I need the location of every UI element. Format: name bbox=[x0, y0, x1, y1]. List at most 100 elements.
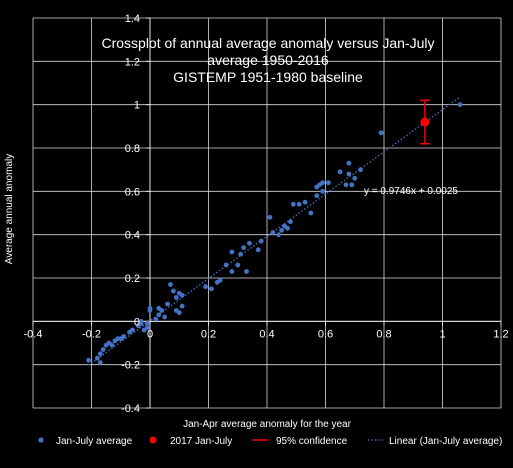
legend-item-jan-july-average: Jan-July average bbox=[38, 436, 133, 447]
y-tick-label: 0.8 bbox=[125, 143, 140, 155]
data-point bbox=[179, 292, 185, 298]
data-point bbox=[378, 130, 384, 136]
data-point bbox=[217, 277, 223, 283]
y-tick-label: 0.6 bbox=[125, 186, 140, 198]
data-point bbox=[343, 182, 349, 188]
data-point bbox=[86, 357, 91, 363]
data-point bbox=[171, 288, 176, 294]
data-point bbox=[130, 327, 135, 333]
data-point bbox=[346, 171, 352, 177]
chart-title-line-1: Crossplot of annual average anomaly vers… bbox=[101, 35, 434, 51]
data-point bbox=[349, 182, 355, 188]
highlight-layer bbox=[419, 99, 430, 145]
data-point bbox=[288, 219, 293, 225]
data-point bbox=[270, 230, 276, 235]
data-point bbox=[320, 180, 325, 186]
x-tick-label: 0 bbox=[147, 328, 153, 340]
data-point bbox=[97, 360, 103, 365]
data-point bbox=[247, 240, 252, 246]
y-tick-label: -0.2 bbox=[121, 360, 140, 372]
data-point bbox=[279, 227, 285, 233]
data-point bbox=[358, 167, 363, 173]
data-point bbox=[290, 201, 296, 207]
data-point bbox=[352, 175, 358, 181]
data-point bbox=[138, 321, 144, 326]
chart-title-line-2: average 1950-2016 bbox=[207, 52, 329, 68]
data-point bbox=[337, 169, 343, 175]
legend-label-linear-trend: Linear (Jan-July average) bbox=[389, 436, 502, 447]
data-point bbox=[147, 305, 153, 311]
x-tick-label: 0.6 bbox=[318, 328, 333, 340]
data-point bbox=[308, 210, 314, 216]
data-point bbox=[153, 316, 159, 322]
y-tick-label: 1.4 bbox=[125, 13, 140, 25]
data-point bbox=[173, 295, 179, 300]
data-point bbox=[229, 269, 235, 274]
y-tick-labels: -0.4 -0.2 0 0.2 0.4 0.6 0.8 1 1.2 1.4 bbox=[121, 13, 140, 415]
data-point bbox=[168, 282, 173, 287]
data-point bbox=[144, 321, 150, 326]
x-tick-labels: -0.4 -0.2 0 0.2 0.4 0.6 0.8 1 1.2 bbox=[24, 328, 509, 340]
x-tick-label: -0.2 bbox=[82, 328, 101, 340]
legend-item-2017-jan-july: 2017 Jan-July bbox=[149, 436, 232, 447]
x-axis-label: Jan-Apr average anomaly for the year bbox=[183, 419, 352, 430]
legend-marker-blue-dot bbox=[38, 437, 44, 443]
data-point bbox=[203, 284, 208, 290]
data-point bbox=[302, 199, 308, 205]
highlight-point-2017 bbox=[420, 117, 430, 127]
data-point bbox=[156, 312, 162, 318]
data-point bbox=[162, 314, 168, 320]
legend-label-95-confidence: 95% confidence bbox=[276, 436, 348, 447]
legend-label-2017-jan-july: 2017 Jan-July bbox=[170, 436, 232, 447]
trendline-layer bbox=[88, 96, 461, 366]
data-point bbox=[235, 262, 241, 268]
data-point bbox=[100, 347, 106, 352]
data-point bbox=[179, 303, 185, 309]
data-point bbox=[320, 188, 325, 194]
legend-item-linear-trend: Linear (Jan-July average) bbox=[368, 436, 502, 447]
x-tick-label: 0.4 bbox=[259, 328, 274, 340]
data-point bbox=[94, 355, 100, 361]
legend-label-jan-july-average: Jan-July average bbox=[56, 436, 133, 447]
data-point bbox=[276, 232, 282, 238]
data-point bbox=[267, 214, 273, 220]
chart-title-line-3: GISTEMP 1951-1980 baseline bbox=[173, 69, 363, 85]
data-point bbox=[346, 160, 352, 166]
legend-item-95-confidence: 95% confidence bbox=[252, 436, 348, 447]
x-tick-label: 0.8 bbox=[376, 328, 391, 340]
data-point bbox=[285, 225, 290, 231]
data-point bbox=[209, 286, 214, 292]
data-point bbox=[176, 310, 182, 316]
x-tick-label: 0.2 bbox=[201, 328, 216, 340]
data-point bbox=[121, 334, 127, 339]
y-tick-label: 1 bbox=[134, 100, 140, 112]
y-tick-label: -0.4 bbox=[121, 403, 140, 415]
data-point bbox=[241, 245, 247, 251]
data-point bbox=[326, 180, 331, 186]
data-point bbox=[255, 247, 261, 253]
y-axis-label: Average annual anomaly bbox=[4, 154, 15, 264]
data-point bbox=[144, 325, 150, 331]
data-point bbox=[296, 201, 302, 207]
y-tick-label: 0 bbox=[134, 316, 140, 328]
x-tick-label: 1 bbox=[439, 328, 445, 340]
x-tick-label: -0.4 bbox=[24, 328, 43, 340]
y-tick-label: 0.2 bbox=[125, 273, 140, 285]
data-point bbox=[109, 342, 115, 348]
data-points bbox=[86, 102, 463, 365]
data-point bbox=[229, 249, 235, 255]
data-point bbox=[314, 193, 320, 199]
data-point bbox=[244, 269, 249, 274]
y-tick-label: 0.4 bbox=[125, 230, 140, 242]
y-tick-label: 1.2 bbox=[125, 56, 140, 68]
data-point bbox=[97, 351, 103, 357]
data-point bbox=[223, 262, 229, 268]
data-point bbox=[165, 301, 170, 307]
data-point bbox=[457, 102, 463, 108]
data-point bbox=[159, 308, 165, 313]
axes bbox=[32, 17, 502, 409]
trendline bbox=[88, 96, 461, 366]
x-tick-label: 1.2 bbox=[493, 328, 508, 340]
